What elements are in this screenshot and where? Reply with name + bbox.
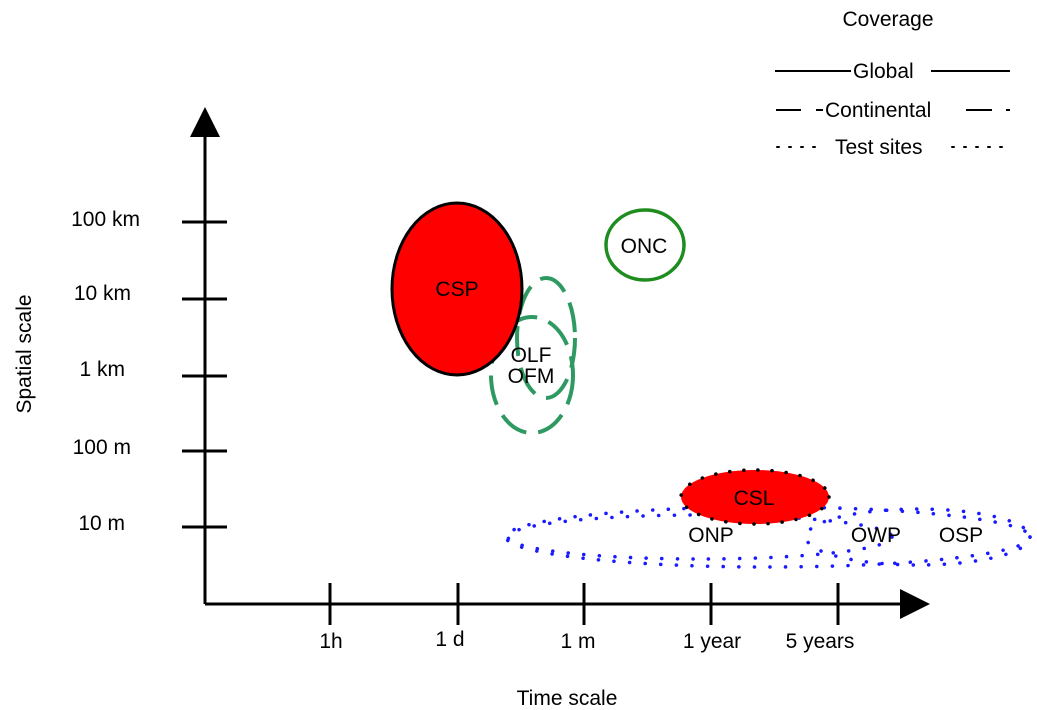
x-tick-label: 1 m <box>560 630 595 653</box>
test-sites-dotted-ellipse-right <box>806 509 1030 565</box>
y-axis-title: Spatial scale <box>13 294 36 413</box>
legend-label-test-sites: Test sites <box>835 136 923 159</box>
legend-title: Coverage <box>842 8 933 31</box>
legend-item-global: Global <box>775 60 1010 83</box>
label-onp: ONP <box>688 524 734 547</box>
x-tick-label: 1 year <box>683 630 741 653</box>
x-tick-label: 5 years <box>786 630 855 653</box>
label-csp: CSP <box>435 278 478 301</box>
label-ofm: OFM <box>508 365 555 388</box>
label-owp: OWP <box>851 524 901 547</box>
x-ticks: 1h 1 d 1 m 1 year 5 years <box>319 583 854 653</box>
y-tick-label: 10 km <box>74 282 131 305</box>
legend-item-continental: Continental <box>776 99 1010 122</box>
x-tick-label: 1 d <box>435 628 464 651</box>
x-tick-label: 1h <box>319 630 342 653</box>
legend-label-continental: Continental <box>825 99 931 122</box>
label-olf: OLF <box>511 344 552 367</box>
y-tick-label: 1 km <box>79 358 125 381</box>
label-onc: ONC <box>621 235 668 258</box>
x-axis-title: Time scale <box>517 687 618 710</box>
legend-item-test-sites: Test sites <box>777 136 1005 159</box>
label-csl: CSL <box>734 487 775 510</box>
legend-label-global: Global <box>853 60 914 83</box>
y-tick-label: 10 m <box>78 512 125 535</box>
label-osp: OSP <box>939 524 983 547</box>
y-tick-label: 100 km <box>71 208 140 231</box>
legend: Coverage Global Continental Test sites <box>775 8 1010 159</box>
y-tick-label: 100 m <box>73 436 131 459</box>
